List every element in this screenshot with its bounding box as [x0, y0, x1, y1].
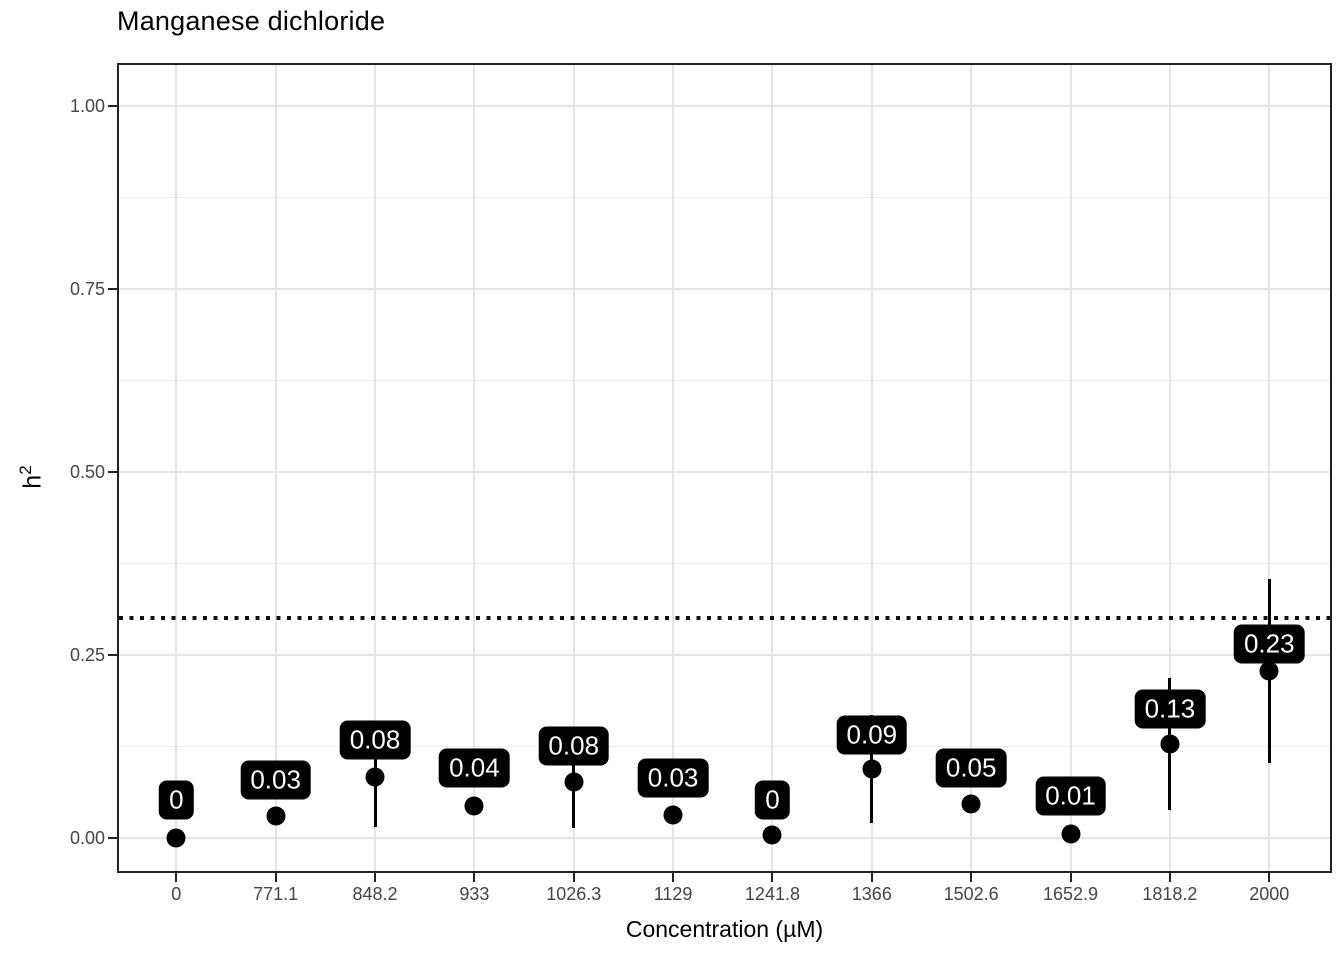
plot-title: Manganese dichloride	[117, 6, 386, 36]
gridline-vertical	[1268, 65, 1271, 871]
x-tick-label: 1241.8	[744, 884, 800, 904]
gridline-vertical	[771, 65, 774, 871]
x-tick-mark	[175, 873, 178, 882]
value-label: 0.05	[935, 748, 1007, 788]
x-tick-label: 1366	[851, 884, 892, 904]
y-tick-mark	[108, 471, 117, 473]
x-tick-mark	[572, 873, 575, 882]
gridline-horizontal-minor	[119, 197, 1330, 198]
point-marker	[266, 806, 286, 826]
gridline-vertical	[1069, 65, 1072, 871]
value-label: 0.08	[339, 720, 411, 760]
x-tick-mark	[870, 873, 873, 882]
x-axis-title: Concentration (µM)	[625, 916, 824, 942]
y-tick-mark	[108, 105, 117, 107]
gridline-horizontal-major	[119, 837, 1330, 839]
gridline-horizontal-major	[119, 105, 1330, 107]
x-tick-mark	[1069, 873, 1072, 882]
point-marker	[166, 828, 186, 848]
x-tick-label: 933	[459, 884, 490, 904]
gridline-vertical	[970, 65, 973, 871]
value-label: 0.09	[836, 715, 908, 755]
x-tick-mark	[1168, 873, 1171, 882]
x-tick-mark	[1268, 873, 1271, 882]
value-label: 0	[159, 780, 194, 820]
gridline-horizontal-minor	[119, 563, 1330, 564]
y-tick-label: 0.50	[69, 462, 105, 482]
y-tick-mark	[108, 654, 117, 656]
gridline-vertical	[1168, 65, 1171, 871]
gridline-vertical	[274, 65, 277, 871]
point-marker	[464, 796, 484, 816]
value-label: 0.03	[637, 758, 709, 798]
gridline-horizontal-major	[119, 288, 1330, 290]
x-tick-label: 1652.9	[1043, 884, 1099, 904]
reference-line	[119, 616, 1330, 621]
gridline-horizontal-minor	[119, 380, 1330, 381]
x-tick-label: 1818.2	[1142, 884, 1198, 904]
panel-border	[117, 63, 1332, 873]
gridline-vertical	[870, 65, 873, 871]
value-label: 0.23	[1233, 624, 1305, 664]
value-label: 0.08	[538, 726, 610, 766]
x-tick-mark	[473, 873, 476, 882]
point-marker	[564, 772, 584, 792]
gridline-vertical	[175, 65, 178, 871]
point-marker	[663, 805, 683, 825]
y-tick-mark	[108, 837, 117, 839]
gridline-vertical	[572, 65, 575, 871]
value-label: 0	[755, 780, 790, 820]
gridline-vertical	[672, 65, 675, 871]
x-tick-label: 1026.3	[546, 884, 602, 904]
value-label: 0.04	[439, 748, 510, 788]
point-marker	[762, 825, 782, 845]
gridline-horizontal-minor	[119, 746, 1330, 747]
x-tick-mark	[970, 873, 973, 882]
point-marker	[365, 767, 385, 787]
x-tick-label: 1129	[653, 884, 693, 904]
x-tick-mark	[672, 873, 675, 882]
y-tick-label: 0.25	[69, 645, 105, 665]
y-tick-label: 1.00	[69, 96, 105, 116]
point-marker	[961, 794, 981, 814]
x-tick-label: 1502.6	[943, 884, 999, 904]
point-marker	[1160, 734, 1180, 754]
gridline-horizontal-major	[119, 654, 1330, 656]
point-marker	[1259, 661, 1279, 681]
x-tick-mark	[374, 873, 377, 882]
point-marker	[862, 759, 882, 779]
x-tick-label: 848.2	[352, 884, 398, 904]
x-tick-mark	[771, 873, 774, 882]
y-tick-label: 0.75	[69, 279, 105, 299]
gridline-horizontal-major	[119, 471, 1330, 473]
x-tick-label: 0	[171, 884, 182, 904]
x-tick-label: 771.1	[253, 884, 299, 904]
y-tick-label: 0.00	[69, 828, 105, 848]
gridline-vertical	[374, 65, 377, 871]
value-label: 0.01	[1035, 776, 1106, 816]
value-label: 0.03	[240, 760, 311, 800]
x-tick-mark	[274, 873, 277, 882]
point-marker	[1061, 824, 1081, 844]
x-tick-label: 2000	[1249, 884, 1290, 904]
value-label: 0.13	[1134, 689, 1206, 729]
gridline-vertical	[473, 65, 476, 871]
y-tick-mark	[108, 288, 117, 290]
